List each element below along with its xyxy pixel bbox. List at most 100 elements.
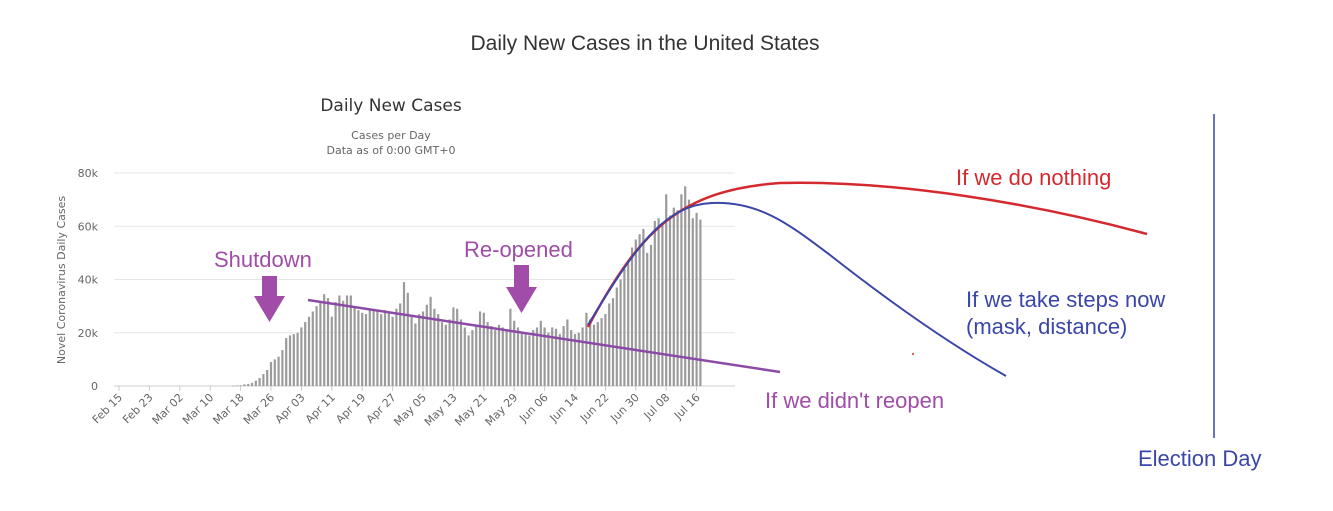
bar bbox=[627, 263, 630, 386]
x-tick-label: Jul 16 bbox=[671, 391, 703, 423]
bar bbox=[342, 300, 345, 386]
bar bbox=[410, 316, 413, 386]
bar bbox=[467, 335, 470, 386]
bar bbox=[425, 304, 428, 386]
bar bbox=[319, 302, 322, 386]
x-tick-label: Apr 11 bbox=[303, 391, 338, 426]
y-tick-label: 40k bbox=[78, 274, 99, 287]
bar bbox=[364, 314, 368, 386]
bar bbox=[250, 382, 254, 386]
bar bbox=[437, 314, 440, 386]
x-tick-label: Mar 18 bbox=[210, 391, 246, 427]
bar bbox=[547, 332, 550, 386]
bar bbox=[475, 324, 478, 386]
bar bbox=[661, 223, 664, 386]
y-tick-label: 60k bbox=[78, 220, 99, 233]
bar bbox=[699, 219, 702, 386]
x-tick-label: May 13 bbox=[422, 391, 460, 429]
x-tick-label: Jun 06 bbox=[516, 391, 550, 425]
election-day-label: Election Day bbox=[1138, 446, 1262, 471]
bar bbox=[668, 215, 672, 386]
bar bbox=[520, 331, 523, 386]
bar bbox=[288, 335, 292, 386]
bar bbox=[687, 199, 691, 387]
bar bbox=[471, 330, 474, 386]
bar bbox=[646, 252, 649, 387]
bar bbox=[376, 311, 379, 386]
shutdown-label: Shutdown bbox=[214, 247, 312, 272]
bar bbox=[611, 298, 615, 386]
didnt-reopen-label: If we didn't reopen bbox=[765, 388, 944, 413]
grid bbox=[114, 172, 735, 387]
bar bbox=[456, 308, 459, 386]
chart-subtitle-line-1: Cases per Day bbox=[351, 129, 431, 142]
bar bbox=[285, 338, 288, 386]
projection-take-steps-curve bbox=[587, 201, 1007, 377]
x-tick-label: May 05 bbox=[391, 391, 429, 429]
bar bbox=[353, 306, 356, 387]
bar bbox=[665, 194, 668, 386]
bar bbox=[421, 311, 425, 386]
x-tick-label: May 29 bbox=[483, 391, 521, 429]
bar bbox=[615, 287, 618, 386]
x-tick-label: Mar 10 bbox=[180, 391, 216, 427]
bar bbox=[535, 327, 539, 386]
bar bbox=[440, 322, 444, 386]
bar bbox=[391, 316, 394, 386]
bar bbox=[562, 326, 565, 386]
bar bbox=[368, 308, 371, 386]
bar bbox=[516, 327, 520, 386]
y-tick-label: 80k bbox=[78, 167, 99, 180]
bar bbox=[307, 316, 311, 386]
bar bbox=[266, 370, 269, 386]
bar bbox=[482, 312, 485, 386]
x-tick-label: Feb 23 bbox=[120, 391, 155, 426]
reopened-arrow bbox=[506, 265, 537, 313]
bar bbox=[334, 302, 337, 386]
bar bbox=[429, 296, 432, 386]
bar bbox=[349, 295, 352, 386]
bar bbox=[570, 330, 573, 386]
shutdown-arrow bbox=[254, 276, 285, 322]
bar bbox=[691, 218, 694, 386]
y-axis-label: Novel Coronavirus Daily Cases bbox=[55, 196, 68, 364]
bar bbox=[448, 319, 451, 386]
bar bbox=[315, 306, 318, 387]
bar bbox=[395, 308, 398, 386]
bar bbox=[326, 298, 330, 386]
x-tick-label: Mar 02 bbox=[150, 391, 186, 427]
y-axis-ticks: 0 20k 40k 60k 80k bbox=[78, 167, 99, 393]
bar bbox=[444, 324, 447, 386]
bar bbox=[592, 324, 596, 386]
bar bbox=[513, 320, 516, 386]
bar bbox=[273, 359, 276, 387]
x-tick-label: Jul 08 bbox=[641, 391, 673, 423]
bar bbox=[387, 312, 390, 386]
bar bbox=[338, 295, 341, 386]
bar bbox=[463, 327, 466, 386]
bar bbox=[619, 279, 622, 386]
bar bbox=[406, 292, 409, 386]
bar bbox=[581, 327, 584, 386]
bar bbox=[532, 330, 535, 386]
stray-dot bbox=[912, 353, 914, 355]
chart-title: Daily New Cases bbox=[320, 96, 462, 116]
bar bbox=[623, 268, 626, 386]
bar bbox=[695, 212, 698, 386]
bar bbox=[554, 328, 558, 386]
y-tick-label: 0 bbox=[91, 380, 98, 393]
bar bbox=[304, 322, 307, 386]
bar bbox=[372, 310, 375, 386]
bar bbox=[653, 220, 656, 386]
bar bbox=[672, 207, 675, 386]
do-nothing-label: If we do nothing bbox=[956, 165, 1111, 190]
bar bbox=[258, 378, 261, 386]
bar bbox=[361, 312, 364, 386]
bar bbox=[478, 311, 482, 386]
bar bbox=[577, 332, 580, 386]
bar bbox=[558, 334, 561, 386]
bar bbox=[604, 314, 607, 386]
bar bbox=[501, 327, 504, 386]
